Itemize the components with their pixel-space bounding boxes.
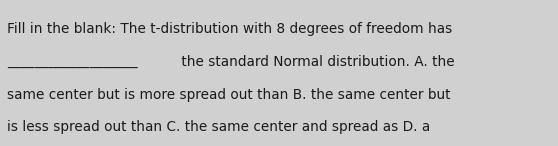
Text: Fill in the blank: The t-distribution with 8 degrees of freedom has: Fill in the blank: The t-distribution wi…	[7, 22, 452, 36]
Text: is less spread out than C. the same center and spread as D. a: is less spread out than C. the same cent…	[7, 120, 430, 134]
Text: same center but is more spread out than B. the same center but: same center but is more spread out than …	[7, 88, 450, 102]
Text: ___________________: ___________________	[7, 55, 137, 69]
Text: the standard Normal distribution. A. the: the standard Normal distribution. A. the	[177, 55, 455, 69]
